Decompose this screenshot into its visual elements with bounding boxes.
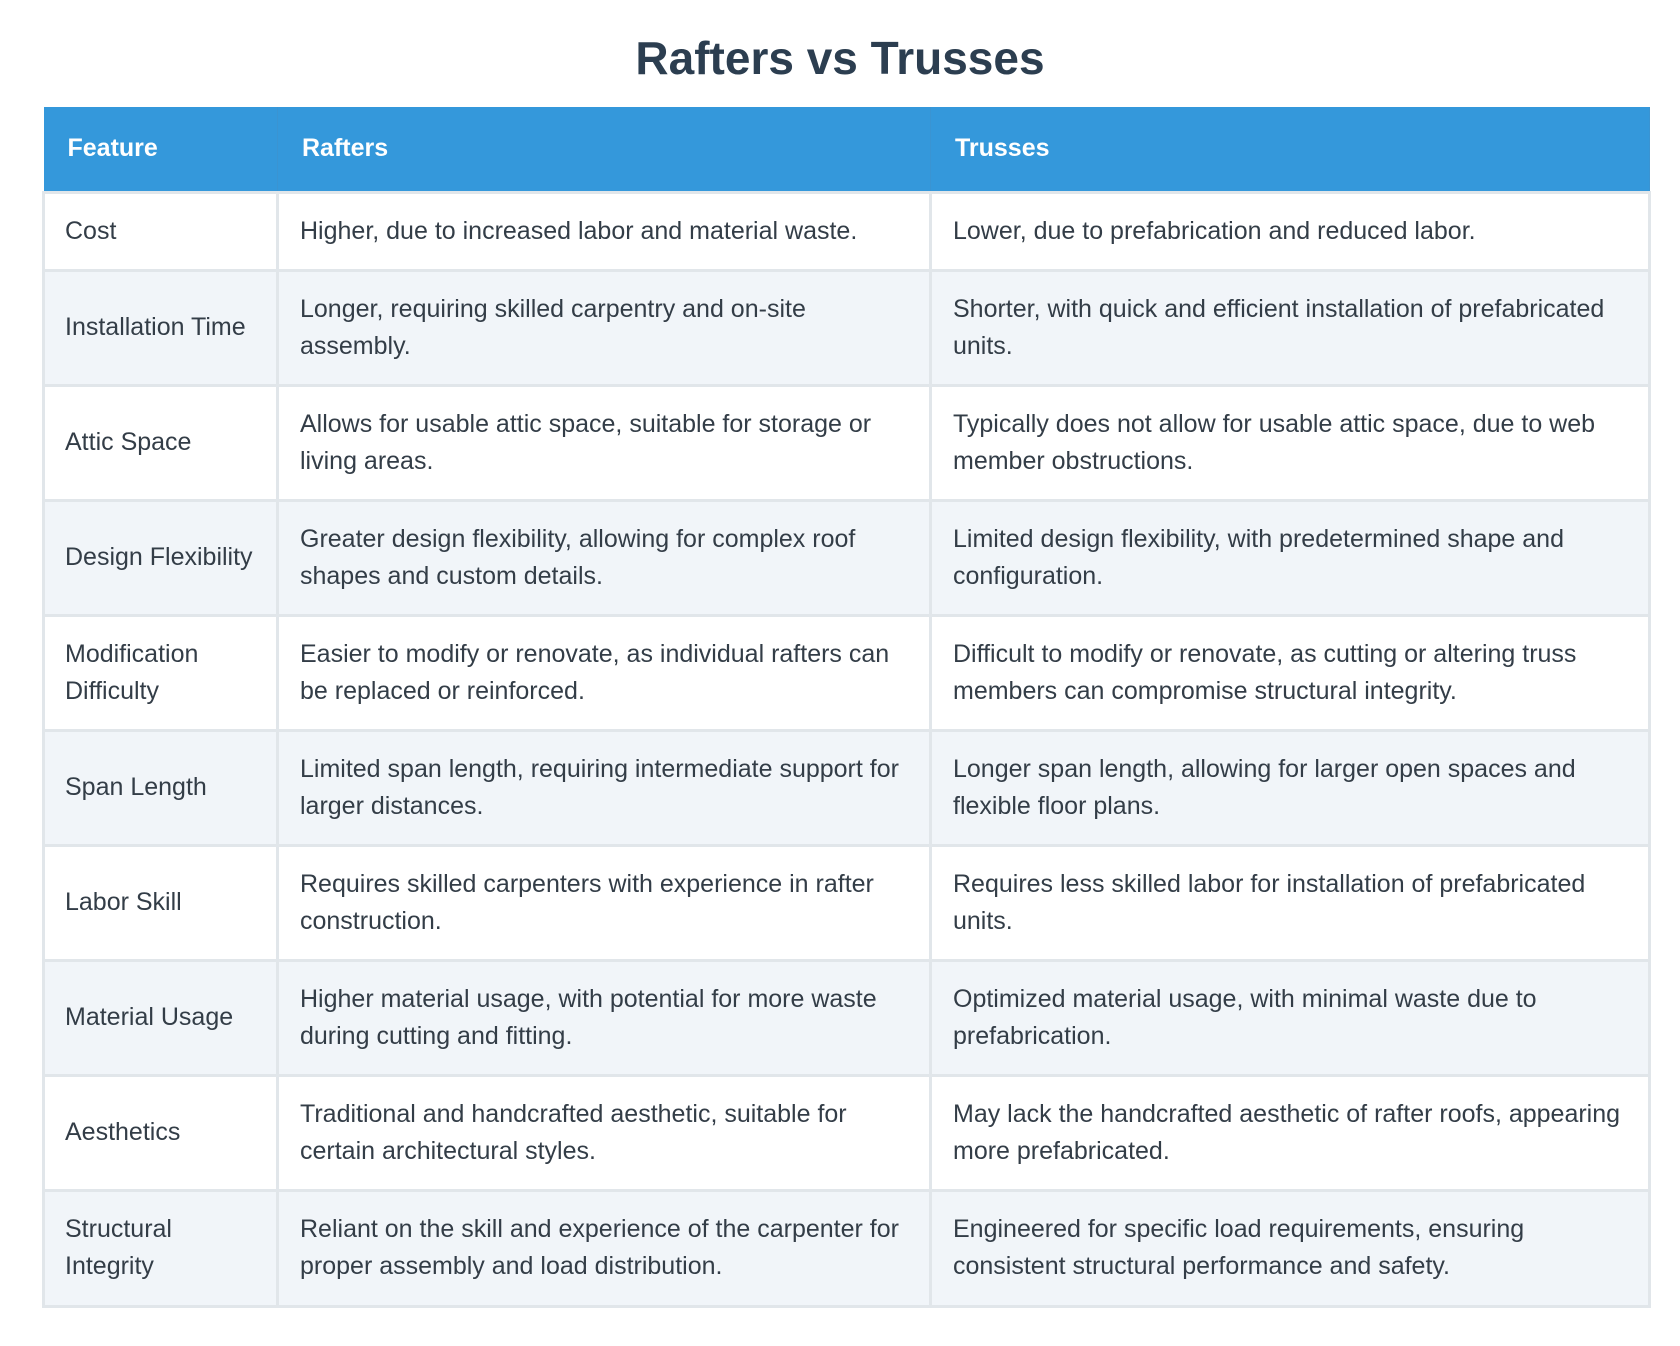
rafters-cell: Allows for usable attic space, suitable … [276,383,932,502]
feature-cell: Material Usage [42,958,279,1077]
trusses-cell: Limited design flexibility, with predete… [929,498,1651,617]
rafters-cell: Higher material usage, with potential fo… [276,958,932,1077]
trusses-cell: May lack the handcrafted aesthetic of ra… [929,1073,1651,1192]
header-row: Feature Rafters Trusses [43,107,1650,193]
table-row: Installation Time Longer, requiring skil… [42,268,1651,387]
trusses-cell: Longer span length, allowing for larger … [929,728,1651,847]
table-row: Labor Skill Requires skilled carpenters … [42,843,1651,962]
table-row: Aesthetics Traditional and handcrafted a… [42,1073,1651,1192]
table-row: Structural Integrity Reliant on the skil… [42,1188,1651,1308]
rafters-cell: Greater design flexibility, allowing for… [276,498,932,617]
rafters-cell: Traditional and handcrafted aesthetic, s… [276,1073,932,1192]
table-row: Material Usage Higher material usage, wi… [42,958,1651,1077]
rafters-cell: Limited span length, requiring intermedi… [276,728,932,847]
rafters-cell: Easier to modify or renovate, as individ… [276,613,932,732]
table-header: Feature Rafters Trusses [43,107,1650,193]
feature-cell: Aesthetics [42,1073,279,1192]
table-row: Design Flexibility Greater design flexib… [42,498,1651,617]
header-trusses: Trusses [930,107,1650,193]
trusses-cell: Difficult to modify or renovate, as cutt… [929,613,1651,732]
feature-cell: Modification Difficulty [42,613,279,732]
feature-cell: Labor Skill [42,843,279,962]
table-row: Cost Higher, due to increased labor and … [42,190,1651,272]
rafters-cell: Longer, requiring skilled carpentry and … [276,268,932,387]
table-row: Modification Difficulty Easier to modify… [42,613,1651,732]
trusses-cell: Requires less skilled labor for installa… [929,843,1651,962]
feature-cell: Attic Space [42,383,279,502]
comparison-table: Feature Rafters Trusses Cost Higher, due… [42,107,1651,1308]
header-feature: Feature [43,107,278,193]
table-row: Span Length Limited span length, requiri… [42,728,1651,847]
comparison-table-container: Feature Rafters Trusses Cost Higher, due… [42,107,1651,1308]
trusses-cell: Lower, due to prefabrication and reduced… [929,190,1651,272]
feature-cell: Span Length [42,728,279,847]
rafters-cell: Requires skilled carpenters with experie… [276,843,932,962]
trusses-cell: Engineered for specific load requirement… [929,1188,1651,1308]
feature-cell: Design Flexibility [42,498,279,617]
feature-cell: Structural Integrity [42,1188,279,1308]
table-row: Attic Space Allows for usable attic spac… [42,383,1651,502]
trusses-cell: Shorter, with quick and efficient instal… [929,268,1651,387]
table-body: Cost Higher, due to increased labor and … [42,190,1651,1308]
rafters-cell: Higher, due to increased labor and mater… [276,190,932,272]
feature-cell: Installation Time [42,268,279,387]
header-rafters: Rafters [277,107,931,193]
trusses-cell: Typically does not allow for usable atti… [929,383,1651,502]
page-title: Rafters vs Trusses [635,32,1045,84]
rafters-cell: Reliant on the skill and experience of t… [276,1188,932,1308]
trusses-cell: Optimized material usage, with minimal w… [929,958,1651,1077]
feature-cell: Cost [42,190,279,272]
